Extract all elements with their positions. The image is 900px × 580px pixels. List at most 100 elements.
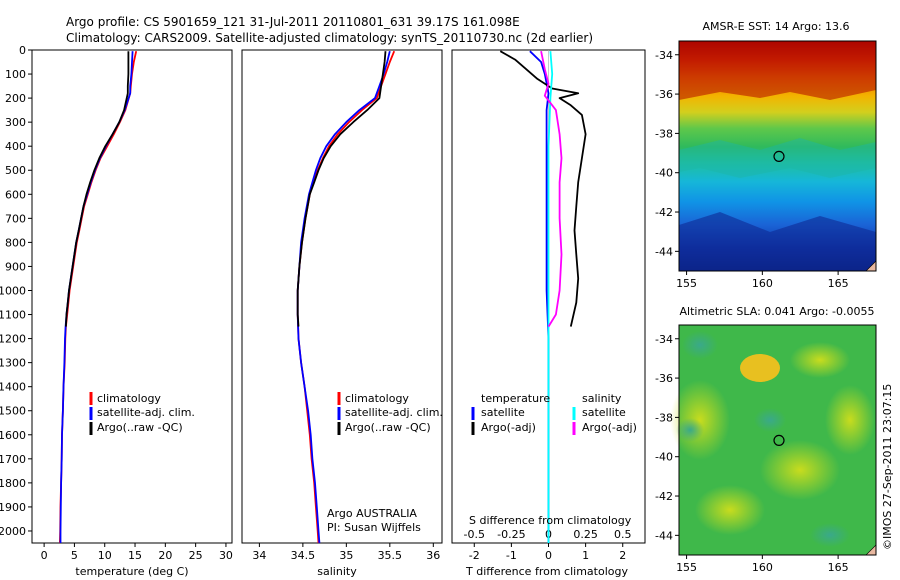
argo-location-marker: [773, 434, 785, 446]
depth-tick-label: 700: [5, 212, 26, 225]
x-tick-label: 25: [189, 549, 203, 562]
legend-title-salinity: salinity: [582, 392, 622, 405]
depth-tick-label: 1800: [0, 477, 26, 490]
map-y-tick-label: -36: [655, 88, 673, 101]
map-y-tick-label: -44: [655, 529, 673, 542]
legend-label-satellite: satellite-adj. clim.: [97, 406, 195, 419]
x-tick-label: -2: [469, 549, 480, 562]
sla-low-anomaly: [754, 408, 786, 432]
depth-tick-label: 1700: [0, 453, 26, 466]
x-tick-label: 10: [98, 549, 112, 562]
map-x-tick-label: 160: [752, 277, 773, 290]
x-tick-label-top: 0.25: [573, 528, 598, 541]
map-y-tick-label: -38: [655, 127, 673, 140]
depth-tick-label: 500: [5, 164, 26, 177]
depth-tick-label: 1900: [0, 501, 26, 514]
x-tick-label: 36: [426, 549, 440, 562]
map-y-tick-label: -42: [655, 206, 673, 219]
annotation-line-1: Argo AUSTRALIA: [327, 507, 417, 520]
map-x-tick-label: 165: [828, 561, 849, 574]
legend-label-sal-argo: Argo(-adj): [582, 421, 637, 434]
x-tick-label: 0: [41, 549, 48, 562]
map-y-tick-label: -34: [655, 333, 673, 346]
series-line: [540, 51, 563, 328]
sst-map: [678, 40, 877, 272]
difference-xlabel: T difference from climatology: [465, 565, 628, 578]
depth-tick-label: 0: [19, 44, 26, 57]
map-y-tick-label: -40: [655, 167, 673, 180]
map-x-tick-label: 165: [828, 277, 849, 290]
legend-label-sal-satellite: satellite: [582, 406, 626, 419]
legend-title-temperature: temperature: [481, 392, 550, 405]
temperature-xlabel: temperature (deg C): [75, 565, 188, 578]
header-title: Argo profile: CS 5901659_121 31-Jul-2011…: [66, 15, 520, 29]
map-x-tick-label: 155: [676, 561, 697, 574]
depth-tick-label: 2000: [0, 525, 26, 538]
depth-tick-label: 1600: [0, 429, 26, 442]
depth-tick-label: 300: [5, 116, 26, 129]
x-tick-label: 35.5: [378, 549, 403, 562]
x-tick-label: 20: [158, 549, 172, 562]
map-y-tick-label: -34: [655, 49, 673, 62]
depth-tick-label: 200: [5, 92, 26, 105]
x-tick-label-top: -0.5: [464, 528, 485, 541]
sla-low-anomaly: [676, 418, 704, 442]
s-difference-label: S difference from climatology: [469, 514, 632, 527]
x-tick-label: 15: [128, 549, 142, 562]
depth-tick-label: 1100: [0, 309, 26, 322]
series-line: [296, 51, 387, 327]
legend-label-argo: Argo(..raw -QC): [345, 421, 431, 434]
depth-tick-label: 1200: [0, 333, 26, 346]
sla-low-anomaly: [810, 523, 850, 547]
sla-blob: [760, 440, 840, 500]
header-subtitle: Climatology: CARS2009. Satellite-adjuste…: [66, 31, 593, 45]
depth-tick-label: 900: [5, 260, 26, 273]
map-x-tick-label: 155: [676, 277, 697, 290]
sla-map-frame: [678, 324, 877, 556]
sst-warm-band: [679, 41, 876, 100]
sla-map: [670, 324, 877, 556]
map-y-tick-label: -44: [655, 245, 673, 258]
depth-tick-label: 600: [5, 188, 26, 201]
map-y-tick-label: -42: [655, 490, 673, 503]
sst-front: [679, 138, 876, 178]
map-y-tick-label: -36: [655, 372, 673, 385]
x-tick-label-top: 0.5: [614, 528, 632, 541]
legend-label-climatology: climatology: [345, 392, 409, 405]
argo-location-marker: [773, 150, 785, 162]
sst-cold-band: [679, 212, 876, 271]
x-tick-label: 1: [582, 549, 589, 562]
sla-map-title: Altimetric SLA: 0.041 Argo: -0.0055: [680, 305, 875, 318]
sla-blob: [790, 342, 850, 378]
temperature-panel: [31, 49, 233, 544]
legend-label-climatology: climatology: [97, 392, 161, 405]
x-tick-label: 5: [71, 549, 78, 562]
x-tick-label: 34: [252, 549, 266, 562]
map-y-tick-label: -40: [655, 451, 673, 464]
x-tick-label: 30: [219, 549, 233, 562]
depth-tick-label: 1400: [0, 381, 26, 394]
sla-high-anomaly: [740, 354, 780, 382]
sla-low-anomaly: [682, 331, 718, 359]
depth-tick-label: 1000: [0, 284, 26, 297]
sla-blob: [825, 385, 875, 455]
legend-label-temp-satellite: satellite: [481, 406, 525, 419]
legend-label-argo: Argo(..raw -QC): [97, 421, 183, 434]
difference-legend: temperature salinity satellite Argo(-adj…: [469, 392, 637, 527]
x-tick-label: -1: [506, 549, 517, 562]
map-x-tick-label: 160: [752, 561, 773, 574]
salinity-panel: [241, 49, 443, 544]
legend-label-satellite: satellite-adj. clim.: [345, 406, 443, 419]
series-line: [499, 50, 587, 327]
x-tick-label: 34.5: [291, 549, 316, 562]
copyright-timestamp: ©IMOS 27-Sep-2011 23:07:15: [881, 384, 894, 550]
depth-tick-label: 1500: [0, 405, 26, 418]
salinity-xlabel: salinity: [317, 565, 357, 578]
x-tick-label-top: -0.25: [497, 528, 525, 541]
sla-blob: [695, 485, 765, 535]
sst-map-title: AMSR-E SST: 14 Argo: 13.6: [702, 20, 849, 33]
salinity-legend: climatology satellite-adj. clim. Argo(..…: [327, 392, 443, 534]
depth-tick-label: 100: [5, 68, 26, 81]
depth-tick-label: 800: [5, 236, 26, 249]
